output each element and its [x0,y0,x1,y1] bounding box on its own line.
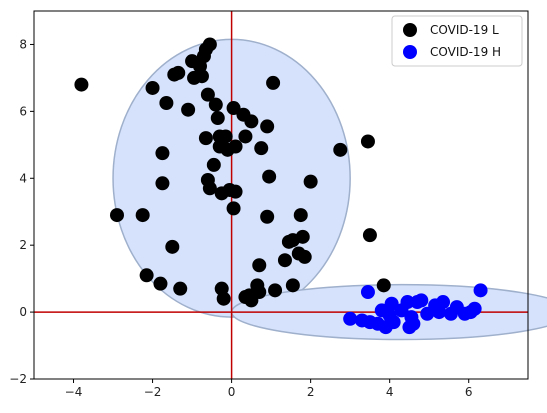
covid-l-point-2 [109,208,124,223]
covid-l-point-40 [228,184,243,199]
plot-frame [33,10,529,380]
covid-h-point-10 [386,315,401,330]
legend-label-1: COVID-19 L [430,23,499,37]
y-tick-label: −2 [9,372,27,386]
covid-h-point-15 [406,316,421,331]
covid-l-point-51 [260,119,275,134]
covid-l-point-37 [226,101,241,116]
covid-h-point-3 [360,285,375,300]
covid-l-point-13 [173,281,188,296]
covid-l-point-59 [285,278,300,293]
legend: COVID-19 L COVID-19 H [391,15,523,67]
covid-l-point-33 [216,291,231,306]
covid-h-point-17 [414,293,429,308]
covid-h-point-27 [473,283,488,298]
covid-l-point-34 [218,129,233,144]
covid-l-point-8 [155,176,170,191]
covid-l-point-28 [210,111,225,126]
covid-l-point-12 [171,65,186,80]
legend-marker-1 [403,23,417,37]
covid-l-point-18 [194,69,209,84]
covid-l-point-61 [293,208,308,223]
covid-l-point-22 [200,87,215,102]
legend-box [391,15,523,67]
y-tick-label: 8 [19,37,27,51]
x-tick-label: −4 [65,385,83,399]
covid-l-point-63 [297,249,312,264]
covid-l-point-66 [360,134,375,149]
covid-l-point-53 [262,169,277,184]
covid-l-point-48 [252,285,267,300]
covid-l-point-62 [295,229,310,244]
x-tick-label: 6 [465,385,473,399]
covid-l-point-38 [226,201,241,216]
axes: −4 −2 0 2 4 6 −2 0 2 4 6 8 [9,10,529,399]
legend-marker-2 [403,45,417,59]
y-tick-label: 6 [19,104,27,118]
covid-h-point-9 [384,296,399,311]
covid-l-point-67 [362,228,377,243]
covid-l-point-42 [238,129,253,144]
covid-l-point-56 [277,253,292,268]
covid-l-point-52 [260,209,275,224]
covid-l-point-4 [139,268,154,283]
covid-l-point-50 [254,141,269,156]
x-tick-label: 4 [386,385,394,399]
covid-l-point-46 [244,114,259,129]
covid-l-point-39 [228,139,243,154]
covid-l-point-68 [376,278,391,293]
y-tick-label: 2 [19,238,27,252]
covid-l-point-10 [165,239,180,254]
covid-l-point-7 [155,146,170,161]
y-tick-label: 0 [19,305,27,319]
covid-l-point-9 [159,96,174,110]
covid-l-point-65 [333,142,348,157]
covid-l-point-1 [74,77,89,92]
covid-l-point-3 [135,208,150,223]
covid-l-point-49 [252,258,267,273]
covid-l-point-26 [206,157,221,172]
x-tick-label: 0 [228,385,236,399]
x-tick-label: 2 [307,385,315,399]
covid-l-point-55 [268,283,283,298]
covid-h-point-12 [400,295,415,310]
y-tick-label: 4 [19,171,27,185]
x-tick-label: −2 [144,385,162,399]
covid-l-point-21 [202,37,217,52]
covid-l-point-23 [198,131,213,146]
covid-l-point-5 [145,80,160,95]
data-points [74,37,488,335]
legend-label-2: COVID-19 H [430,45,501,59]
covid-l-point-25 [202,181,217,196]
covid-h-point-26 [467,301,482,316]
covid-h-point-21 [436,295,451,310]
covid-l-point-54 [266,75,281,90]
covid-h-point-1 [343,311,358,326]
covid-l-point-27 [208,97,223,112]
covid-l-point-14 [181,102,196,117]
covid-l-point-6 [153,276,168,291]
covid-l-point-64 [303,174,318,189]
